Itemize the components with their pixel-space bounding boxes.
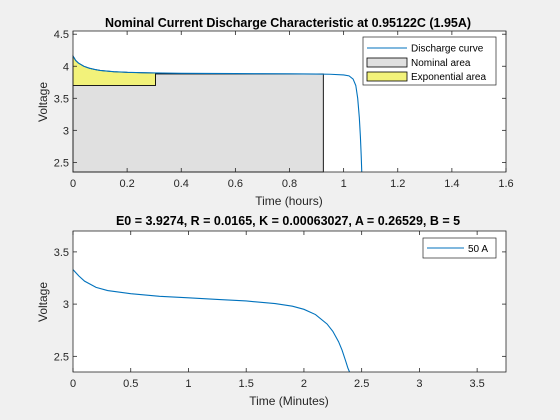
x-tick-label: 3.5 — [469, 378, 484, 390]
legend-label-exponential-area: Exponential area — [411, 72, 486, 83]
series-line-50-a — [72, 269, 351, 373]
bottom-plot-series — [72, 269, 351, 373]
bottom-plot-frame — [72, 230, 507, 373]
top-plot-title: Nominal Current Discharge Characteristic… — [105, 16, 471, 30]
nominal-area — [72, 73, 324, 173]
x-tick-label: 0.5 — [123, 378, 138, 390]
x-tick-label: 1.4 — [444, 178, 459, 190]
x-tick-label: 1.6 — [498, 178, 513, 190]
top-plot-areas — [72, 54, 324, 173]
series-line-discharge-curve — [72, 55, 363, 173]
legend-swatch-exponential-area — [366, 71, 408, 82]
bottom-plot-y-ticks: 2.5 3 3.5 — [54, 247, 506, 363]
top-plot-x-ticks: 0 0.2 0.4 0.6 0.8 1 1.2 1.4 1.6 — [70, 31, 514, 190]
y-tick-label: 4 — [63, 61, 69, 73]
x-tick-label: 1.5 — [239, 378, 254, 390]
x-tick-label: 0 — [70, 378, 76, 390]
bottom-plot-title: E0 = 3.9274, R = 0.0165, K = 0.00063027,… — [116, 214, 460, 228]
bottom-plot-x-label: Time (Minutes) — [249, 394, 329, 408]
top-plot-y-label: Voltage — [36, 82, 50, 122]
bottom-plot-y-label: Voltage — [36, 282, 50, 322]
x-tick-label: 2.5 — [354, 378, 369, 390]
y-tick-label: 3.5 — [54, 93, 69, 105]
top-plot: Nominal Current Discharge Characteristic… — [36, 16, 514, 208]
y-tick-label: 2.5 — [54, 157, 69, 169]
x-tick-label: 0.8 — [282, 178, 297, 190]
x-tick-label: 3 — [416, 378, 422, 390]
x-tick-label: 1 — [341, 178, 347, 190]
top-plot-legend: Discharge curve Nominal area Exponential… — [362, 36, 497, 86]
x-tick-label: 1 — [185, 378, 191, 390]
y-tick-label: 3.5 — [54, 247, 69, 259]
y-tick-label: 3 — [63, 299, 69, 311]
legend-label-nominal-area: Nominal area — [411, 58, 471, 69]
x-tick-label: 0.2 — [119, 178, 134, 190]
bottom-plot-legend: 50 A — [422, 237, 497, 259]
top-plot-series — [72, 55, 363, 173]
x-tick-label: 0.4 — [174, 178, 189, 190]
top-plot-x-label: Time (hours) — [255, 194, 323, 208]
legend-label-50a: 50 A — [468, 244, 488, 255]
legend-label-discharge-curve: Discharge curve — [411, 44, 484, 55]
x-tick-label: 0 — [70, 178, 76, 190]
x-tick-label: 0.6 — [228, 178, 243, 190]
x-tick-label: 1.2 — [390, 178, 405, 190]
bottom-plot-x-ticks: 0 0.5 1 1.5 2 2.5 3 3.5 — [70, 231, 485, 390]
y-tick-label: 3 — [63, 125, 69, 137]
y-tick-label: 2.5 — [54, 351, 69, 363]
x-tick-label: 2 — [301, 378, 307, 390]
top-plot-y-ticks: 2.5 3 3.5 4 4.5 — [54, 29, 506, 169]
y-tick-label: 4.5 — [54, 29, 69, 41]
bottom-plot: E0 = 3.9274, R = 0.0165, K = 0.00063027,… — [36, 214, 507, 408]
legend-swatch-nominal-area — [366, 57, 408, 68]
